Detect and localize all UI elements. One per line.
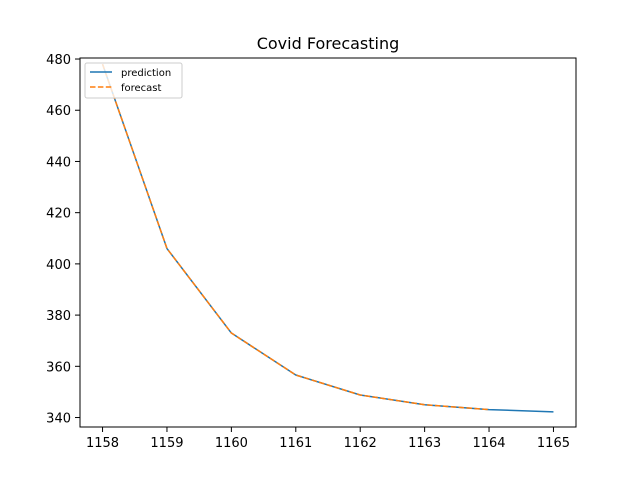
axes: 1158 1159 1160 1161 1162 1163 1164 1165 340 360 38… bbox=[46, 53, 570, 451]
x-tick-label: 1165 bbox=[537, 436, 570, 451]
y-tick-label: 360 bbox=[46, 360, 71, 375]
y-tick-label: 460 bbox=[46, 104, 71, 119]
y-tick-label: 400 bbox=[46, 258, 71, 273]
x-tick-label: 1164 bbox=[472, 436, 505, 451]
y-tick-label: 380 bbox=[46, 309, 71, 324]
y-tick-label: 420 bbox=[46, 207, 71, 222]
chart-title: Covid Forecasting bbox=[257, 34, 400, 53]
legend-label-forecast: forecast bbox=[121, 83, 162, 94]
series-line-forecast bbox=[101, 63, 490, 411]
y-tick-label: 440 bbox=[46, 155, 71, 170]
x-tick-label: 1163 bbox=[408, 436, 441, 451]
y-tick-label: 480 bbox=[46, 53, 71, 68]
legend: prediction forecast bbox=[84, 62, 183, 99]
x-tick-label: 1162 bbox=[344, 436, 377, 451]
legend-label-prediction: prediction bbox=[121, 68, 171, 79]
x-tick-label: 1158 bbox=[86, 436, 119, 451]
x-tick-label: 1159 bbox=[150, 436, 183, 451]
y-tick-label: 340 bbox=[46, 412, 71, 427]
axes-frame bbox=[79, 57, 577, 428]
plot-area bbox=[101, 63, 554, 413]
x-tick-label: 1161 bbox=[279, 436, 312, 451]
x-tick-label: 1160 bbox=[215, 436, 248, 451]
